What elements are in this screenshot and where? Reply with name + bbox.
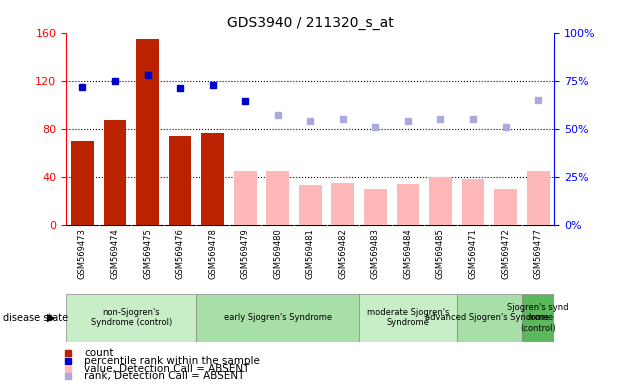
Bar	[136, 39, 159, 225]
Text: GSM569485: GSM569485	[436, 228, 445, 279]
Text: percentile rank within the sample: percentile rank within the sample	[84, 356, 260, 366]
Text: GSM569475: GSM569475	[143, 228, 152, 279]
Text: GSM569471: GSM569471	[469, 228, 478, 279]
Text: GSM569476: GSM569476	[176, 228, 185, 279]
Text: GSM569479: GSM569479	[241, 228, 249, 279]
Bar	[103, 120, 127, 225]
Bar	[494, 189, 517, 225]
Text: GSM569483: GSM569483	[371, 228, 380, 279]
Bar	[71, 141, 94, 225]
Bar	[462, 179, 484, 225]
Text: non-Sjogren's
Syndrome (control): non-Sjogren's Syndrome (control)	[91, 308, 172, 328]
Bar	[429, 177, 452, 225]
Text: GSM569482: GSM569482	[338, 228, 347, 279]
Text: GSM569477: GSM569477	[534, 228, 542, 279]
Text: GSM569474: GSM569474	[110, 228, 120, 279]
Title: GDS3940 / 211320_s_at: GDS3940 / 211320_s_at	[227, 16, 394, 30]
FancyBboxPatch shape	[197, 294, 359, 342]
Text: GSM569484: GSM569484	[403, 228, 413, 279]
Bar	[201, 134, 224, 225]
Bar	[331, 183, 354, 225]
Text: GSM569481: GSM569481	[306, 228, 315, 279]
Text: value, Detection Call = ABSENT: value, Detection Call = ABSENT	[84, 364, 249, 374]
Text: early Sjogren's Syndrome: early Sjogren's Syndrome	[224, 313, 332, 322]
Bar	[299, 185, 322, 225]
Text: count: count	[84, 348, 114, 358]
Text: moderate Sjogren's
Syndrome: moderate Sjogren's Syndrome	[367, 308, 449, 328]
Text: disease state: disease state	[3, 313, 68, 323]
Text: GSM569473: GSM569473	[78, 228, 87, 279]
FancyBboxPatch shape	[522, 294, 554, 342]
Text: ▶: ▶	[47, 313, 55, 323]
Bar	[396, 184, 420, 225]
Bar	[364, 189, 387, 225]
Bar	[266, 170, 289, 225]
Text: GSM569478: GSM569478	[208, 228, 217, 279]
FancyBboxPatch shape	[66, 294, 197, 342]
Text: rank, Detection Call = ABSENT: rank, Detection Call = ABSENT	[84, 371, 245, 381]
Text: GSM569480: GSM569480	[273, 228, 282, 279]
FancyBboxPatch shape	[457, 294, 522, 342]
Bar	[234, 170, 256, 225]
Bar	[169, 136, 192, 225]
Text: GSM569472: GSM569472	[501, 228, 510, 279]
Text: Sjogren's synd
rome
(control): Sjogren's synd rome (control)	[507, 303, 569, 333]
FancyBboxPatch shape	[359, 294, 457, 342]
Text: advanced Sjogren's Syndrome: advanced Sjogren's Syndrome	[425, 313, 553, 322]
Bar	[527, 170, 549, 225]
